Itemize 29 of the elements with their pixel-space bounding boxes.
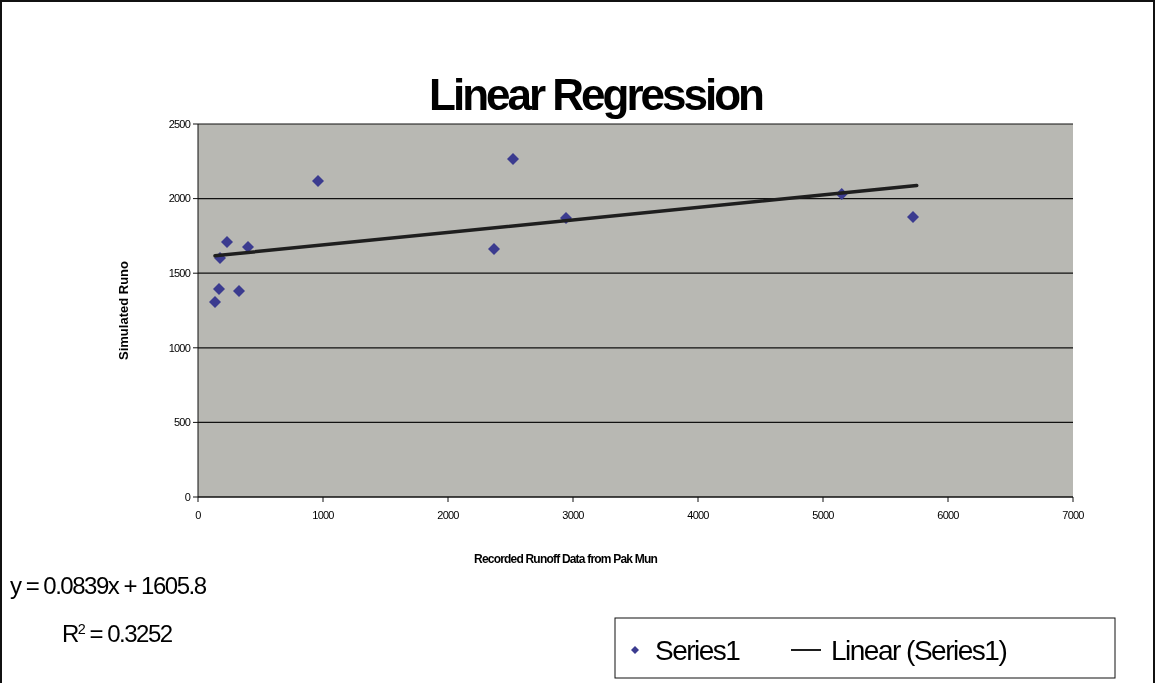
- text: y = 0.0839x + 1605.8: [10, 572, 207, 599]
- y-tick-label: 500: [174, 416, 191, 429]
- point: [507, 153, 519, 166]
- point: [233, 284, 245, 297]
- point: [312, 174, 324, 187]
- y-axis-title: Simulated Runo: [116, 260, 131, 360]
- x-tick-label: 7000: [1062, 509, 1085, 521]
- point: [209, 296, 221, 308]
- point: [907, 210, 919, 223]
- x-tick-label: 5000: [812, 509, 835, 521]
- x-tick-label: 4000: [687, 509, 710, 521]
- chart-title: Linear Regression: [429, 70, 764, 119]
- x-tick-label: 2000: [437, 509, 460, 521]
- x-tick-label: 6000: [937, 509, 960, 521]
- y-tick-label: 2000: [168, 192, 191, 205]
- legend-label: Linear (Series1): [831, 634, 1007, 666]
- y-tick-label: 0: [184, 490, 191, 503]
- x-tick-label: 1000: [312, 509, 335, 521]
- y-tick-label: 2500: [168, 117, 191, 130]
- y-tick-label: 1500: [168, 267, 191, 280]
- x-tick-label: 0: [195, 509, 202, 521]
- y-tick-label: 1000: [168, 341, 191, 354]
- x-tick-label: 3000: [562, 509, 585, 521]
- text: R$^{2}$ = 0.3252: [62, 620, 173, 647]
- x-axis-title: Recorded Runoff Data from Pak Mun: [474, 552, 658, 566]
- legend-label: Series1: [655, 634, 741, 666]
- point: [213, 283, 225, 296]
- point: [488, 243, 500, 256]
- point: [221, 236, 233, 249]
